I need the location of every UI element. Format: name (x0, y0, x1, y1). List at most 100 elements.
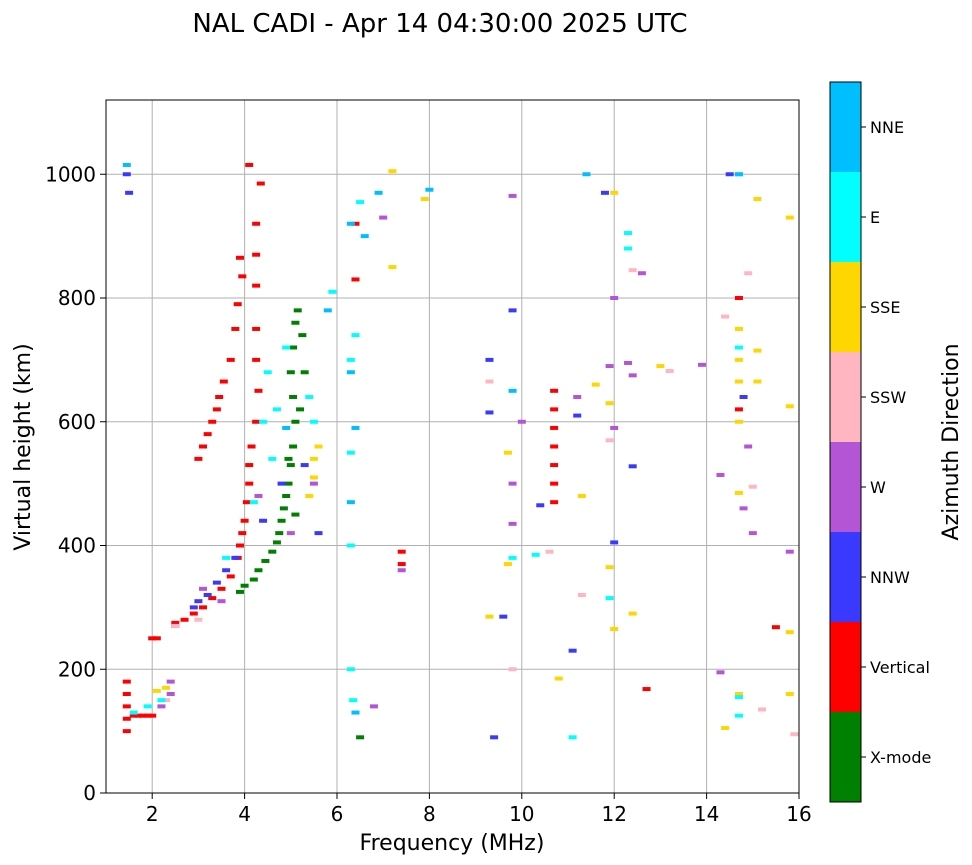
data-point-e (356, 200, 365, 205)
data-point-x-mode (300, 370, 309, 375)
data-point-ssw (194, 617, 203, 622)
y-tick-label: 200 (58, 657, 96, 681)
colorbar-segment (830, 712, 861, 802)
data-point-vertical (143, 713, 152, 718)
data-point-sse (591, 382, 600, 387)
data-point-x-mode (296, 407, 305, 412)
colorbar-label: E (870, 208, 880, 227)
data-point-x-mode (286, 463, 295, 468)
data-point-x-mode (254, 568, 263, 573)
data-point-e (734, 713, 743, 718)
data-point-vertical (256, 181, 265, 186)
data-point-e (734, 695, 743, 700)
data-point-w (637, 271, 646, 276)
data-point-vertical (152, 636, 161, 641)
data-point-nne (323, 308, 332, 313)
data-point-w (508, 481, 517, 486)
data-point-x-mode (268, 549, 277, 554)
data-point-w (697, 362, 706, 367)
data-point-nne (582, 172, 591, 177)
data-point-ssw (748, 484, 757, 489)
data-point-e (624, 246, 633, 251)
data-point-nne (282, 425, 291, 430)
data-point-nne (346, 500, 355, 505)
data-point-sse (554, 676, 563, 681)
data-point-vertical (242, 500, 251, 505)
x-tick-label: 10 (509, 802, 534, 826)
data-point-w (748, 531, 757, 536)
data-point-e (222, 555, 231, 560)
data-point-nnw (277, 481, 286, 486)
data-point-sse (314, 444, 323, 449)
data-point-e (249, 500, 258, 505)
data-point-nne (346, 221, 355, 226)
data-point-w (739, 506, 748, 511)
data-point-sse (503, 450, 512, 455)
data-point-x-mode (286, 370, 295, 375)
x-tick-label: 12 (601, 802, 626, 826)
data-point-nne (122, 162, 131, 167)
data-point-w (309, 481, 318, 486)
colorbar-label: NNE (870, 118, 904, 137)
data-point-w (508, 193, 517, 198)
data-point-ssw (171, 623, 180, 628)
data-point-sse (485, 614, 494, 619)
data-point-nnw (536, 503, 545, 508)
data-point-ssw (790, 732, 799, 737)
data-point-vertical (351, 221, 360, 226)
x-tick-label: 2 (146, 802, 159, 826)
data-point-e (624, 231, 633, 236)
data-point-e (282, 345, 291, 350)
data-point-e (508, 555, 517, 560)
colorbar-label: NNW (870, 568, 910, 587)
data-point-nnw (508, 308, 517, 313)
data-point-vertical (122, 704, 131, 709)
data-point-ssw (605, 438, 614, 443)
x-tick-label: 16 (786, 802, 811, 826)
data-point-vertical (550, 407, 559, 412)
data-point-e (346, 357, 355, 362)
colorbar-segment (830, 352, 861, 442)
data-point-nnw (485, 410, 494, 415)
y-axis-label: Virtual height (km) (11, 343, 36, 550)
data-point-x-mode (356, 735, 365, 740)
data-point-x-mode (293, 308, 302, 313)
data-point-vertical (219, 379, 228, 384)
colorbar: X-mode Vertical NNW W SSW SSE E NNE (829, 81, 931, 803)
data-point-vertical (129, 713, 138, 718)
data-point-sse (721, 726, 730, 731)
data-point-sse (656, 364, 665, 369)
data-point-e (734, 345, 743, 350)
data-point-nnw (231, 555, 240, 560)
data-point-sse (610, 627, 619, 632)
data-point-vertical (252, 357, 261, 362)
data-point-vertical (199, 444, 208, 449)
data-point-nnw (600, 190, 609, 195)
data-point-e (305, 395, 314, 399)
data-point-nne (346, 370, 355, 375)
data-point-x-mode (282, 494, 291, 498)
data-point-vertical (215, 395, 224, 399)
data-point-e (605, 596, 614, 601)
data-point-ssw (665, 369, 674, 374)
data-point-nne (374, 190, 383, 195)
data-point-vertical (245, 481, 254, 486)
data-point-sse (753, 379, 762, 384)
data-point-vertical (351, 277, 360, 282)
data-point-vertical (734, 296, 743, 300)
data-point-nnw (122, 172, 131, 177)
data-point-e (268, 456, 277, 461)
data-point-vertical (233, 302, 242, 307)
data-point-nne (508, 388, 517, 393)
grid-lines (106, 100, 800, 794)
data-point-w (744, 444, 753, 449)
x-axis-ticks: 2 4 6 8 10 12 14 16 (146, 793, 812, 826)
data-point-sse (785, 404, 794, 409)
data-point-sse (152, 688, 161, 693)
data-point-nnw (499, 614, 508, 619)
data-point-x-mode (261, 558, 270, 563)
data-point-w (397, 568, 406, 573)
data-point-sse (610, 190, 619, 195)
colorbar-segment (830, 442, 861, 532)
data-point-vertical (138, 713, 147, 718)
